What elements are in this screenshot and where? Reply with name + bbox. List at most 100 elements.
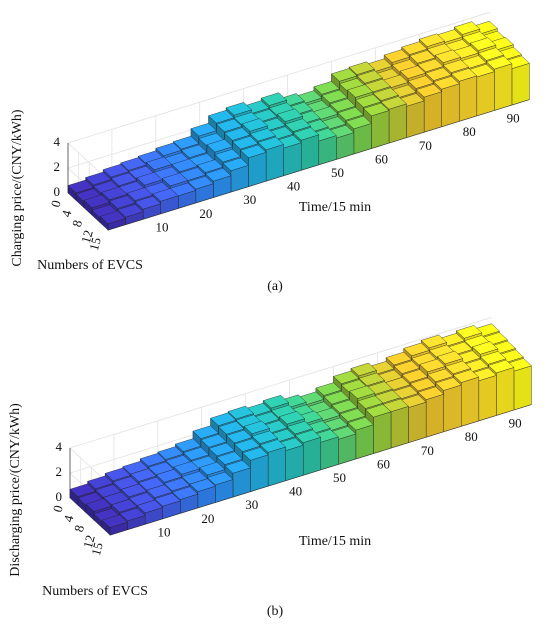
y-tick-label: 4 [60, 513, 76, 524]
bar-top [161, 172, 189, 187]
bar-front [265, 144, 284, 182]
bar-front [443, 384, 462, 432]
z-tick-label: 2 [56, 464, 63, 479]
bar-front [496, 367, 515, 416]
bar-top [259, 439, 287, 453]
y-tick-label: 0 [50, 504, 66, 514]
bar-front [476, 71, 495, 117]
bar [99, 210, 127, 231]
bar-top [380, 96, 407, 110]
bar-top [450, 68, 478, 82]
bar-top [292, 127, 320, 141]
x-tick-label: 60 [375, 151, 388, 166]
bar-top [365, 404, 392, 418]
bar-top [453, 21, 481, 35]
bar-top [278, 411, 306, 425]
x-tick-label: 40 [287, 179, 300, 194]
bar-front [355, 424, 374, 460]
bar-top [224, 460, 251, 474]
bar-top [242, 447, 269, 461]
bar-top [284, 118, 312, 132]
bar-front [320, 436, 339, 471]
z-axis-title: Charging price/(CNY/kWh) [10, 109, 25, 267]
z-tick-label: 0 [56, 489, 63, 504]
x-tick-label: 20 [199, 206, 212, 221]
bar-top [225, 102, 253, 116]
y-tick-label: 12 [78, 228, 96, 244]
bar-front [459, 75, 478, 122]
bar-front [513, 365, 532, 411]
bar-top [189, 478, 216, 492]
bar-front [423, 91, 442, 133]
x-axis-title: Time/15 min [299, 200, 371, 215]
bar-top [452, 369, 480, 383]
bar-top [152, 188, 179, 202]
bar-front [301, 134, 319, 171]
x-tick-label: 80 [465, 429, 478, 444]
bar-top [435, 377, 462, 391]
bar-top [99, 210, 127, 225]
x-tick-label: 20 [201, 511, 214, 526]
z-axis-title: Discharging price/(CNY/kWh) [8, 403, 23, 577]
bar-top [249, 128, 277, 142]
y-axis-title: Numbers of EVCS [37, 258, 143, 273]
bar-top [356, 70, 383, 84]
bar-top [436, 350, 464, 365]
bar-top [286, 420, 314, 435]
bar-front [267, 446, 286, 487]
bar-top [171, 486, 199, 500]
bar-top [276, 108, 304, 122]
bar-top [415, 84, 443, 98]
x-tick-label: 40 [289, 484, 302, 499]
z-tick-label: 4 [56, 439, 63, 454]
y-tick-label: 12 [80, 533, 98, 549]
bar-front [250, 454, 269, 492]
bar-top [260, 92, 288, 106]
x-tick-label: 80 [463, 124, 476, 139]
bar-top [101, 514, 129, 528]
bar-top [417, 386, 445, 400]
bar-top [442, 59, 470, 73]
bar-front [441, 83, 460, 127]
z-tick-label: 2 [54, 159, 61, 174]
bar-top [347, 417, 374, 431]
bar-top [119, 507, 146, 522]
bar-front [511, 62, 530, 106]
y-tick-label: 8 [69, 218, 85, 228]
bar-top [241, 118, 269, 132]
bar-front [406, 100, 425, 138]
bar-top [357, 395, 384, 409]
bar-top [136, 499, 164, 514]
bar-top [433, 76, 460, 90]
bar-top [363, 102, 390, 117]
bar-top [345, 115, 372, 130]
x-tick-label: 50 [333, 470, 346, 485]
bar-top [471, 341, 499, 355]
bar-top [479, 351, 507, 365]
bar-top [294, 429, 322, 443]
bar-front [408, 401, 427, 443]
bar-top [205, 168, 232, 182]
bar-front [461, 376, 480, 427]
x-tick-label: 10 [155, 219, 168, 234]
bar-top [348, 61, 375, 75]
y-tick-label: 4 [58, 208, 74, 219]
bar-top [347, 84, 374, 98]
bar-front [285, 444, 304, 481]
bar-top [117, 204, 144, 218]
bar-top [349, 385, 376, 399]
bar-front [303, 436, 321, 476]
y-tick-label: 8 [71, 523, 87, 533]
x-tick-label: 70 [419, 138, 432, 153]
bar-top [222, 157, 249, 171]
x-axis-title: Time/15 min [299, 534, 371, 549]
bar-front [248, 152, 267, 187]
bar-top [469, 37, 497, 51]
bar-front [478, 375, 497, 422]
bar-top [134, 196, 162, 210]
bar-top [487, 359, 515, 374]
bar-front [390, 406, 409, 449]
y-tick-label: 15 [88, 541, 106, 557]
